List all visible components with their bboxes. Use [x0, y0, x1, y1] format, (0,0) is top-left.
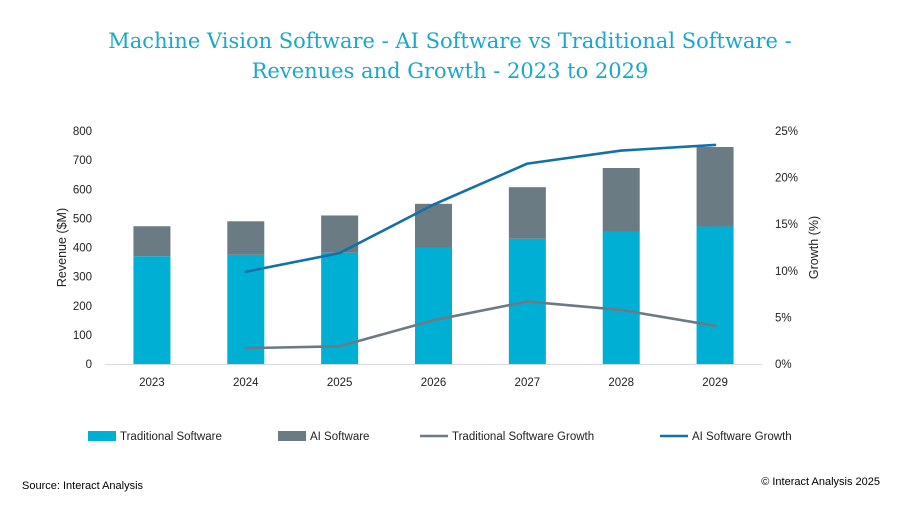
x-tick-label: 2025 [327, 377, 353, 389]
chart-title-line-2: Revenues and Growth - 2023 to 2029 [251, 59, 649, 83]
y-axis-title: Revenue ($M) [55, 208, 69, 287]
x-tick-label: 2027 [515, 377, 541, 389]
y-tick-label: 700 [73, 155, 92, 167]
y2-tick-label: 5% [775, 312, 792, 324]
y-tick-label: 300 [73, 272, 92, 284]
x-tick-label: 2023 [139, 377, 165, 389]
bar-ai-software [227, 221, 265, 255]
y2-axis-title: Growth (%) [807, 216, 821, 279]
y-tick-label: 400 [73, 243, 92, 255]
bar-ai-software [133, 226, 171, 257]
y-tick-label: 500 [73, 213, 92, 225]
legend-swatch-traditional-software [88, 431, 116, 441]
bar-ai-software [602, 167, 640, 232]
legend-label-ai-software-growth: AI Software Growth [692, 431, 792, 443]
y-tick-label: 800 [73, 126, 92, 138]
x-tick-label: 2024 [233, 377, 259, 389]
y2-tick-label: 10% [775, 266, 798, 278]
y-tick-label: 0 [86, 359, 92, 371]
copyright-note: © Interact Analysis 2025 [761, 476, 880, 488]
y2-tick-label: 20% [775, 173, 798, 185]
x-tick-label: 2026 [421, 377, 447, 389]
source-note: Source: Interact Analysis [22, 480, 144, 492]
legend-label-traditional-software: Traditional Software [120, 431, 222, 443]
ai-software-growth-line [244, 143, 717, 274]
traditional-software-growth-line [244, 300, 717, 350]
legend-label-traditional-software-growth: Traditional Software Growth [452, 431, 594, 443]
y2-tick-label: 0% [775, 359, 792, 371]
y-tick-label: 100 [73, 330, 92, 342]
y-tick-label: 200 [73, 301, 92, 313]
legend-label-ai-software: AI Software [310, 431, 369, 443]
y2-tick-label: 15% [775, 219, 798, 231]
x-tick-label: 2028 [608, 377, 634, 389]
bar-traditional-software [602, 231, 640, 364]
bar-traditional-software [415, 247, 452, 364]
x-tick-label: 2029 [702, 377, 728, 389]
bar-ai-software [508, 187, 546, 239]
chart-title: Machine Vision Software - AI Software vs… [0, 26, 900, 86]
y2-tick-label: 25% [775, 126, 798, 138]
legend-swatch-ai-software [278, 431, 306, 441]
bar-ai-software [696, 147, 734, 227]
bar-traditional-software [696, 226, 734, 364]
y-tick-label: 600 [73, 184, 92, 196]
bar-traditional-software [133, 256, 171, 364]
chart-title-line-1: Machine Vision Software - AI Software vs… [108, 29, 792, 53]
